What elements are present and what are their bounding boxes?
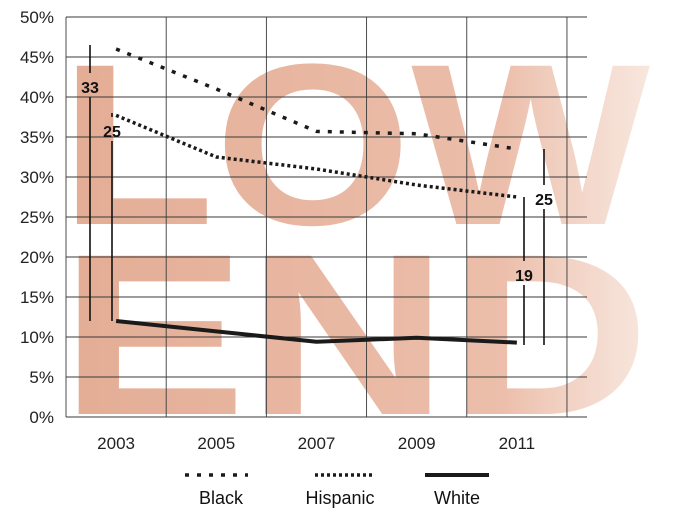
y-tick-label: 20% <box>20 248 54 267</box>
x-tick-label: 2009 <box>398 434 436 453</box>
gap-label: 25 <box>535 192 553 209</box>
y-tick-label: 50% <box>20 8 54 27</box>
gap-label: 25 <box>103 124 121 141</box>
series-lines <box>115 47 518 345</box>
y-tick-label: 40% <box>20 88 54 107</box>
y-axis: 0% 5% 10% 15% 20% 25% 30% 35% 40% 45% 50% <box>20 8 54 427</box>
legend-label-hispanic: Hispanic <box>305 488 374 508</box>
y-tick-label: 10% <box>20 328 54 347</box>
y-tick-label: 5% <box>29 368 54 387</box>
grid <box>65 16 587 418</box>
gap-label: 19 <box>515 268 533 285</box>
y-tick-label: 0% <box>29 408 54 427</box>
x-tick-label: 2003 <box>97 434 135 453</box>
legend-label-black: Black <box>199 488 244 508</box>
y-tick-label: 30% <box>20 168 54 187</box>
x-tick-label: 2007 <box>298 434 336 453</box>
y-tick-label: 35% <box>20 128 54 147</box>
y-tick-label: 25% <box>20 208 54 227</box>
x-tick-label: 2011 <box>499 434 536 453</box>
legend-label-white: White <box>434 488 480 508</box>
series-line-black <box>115 47 518 151</box>
x-tick-label: 2005 <box>197 434 235 453</box>
y-tick-label: 15% <box>20 288 54 307</box>
watermark-word: END <box>60 206 650 463</box>
legend: Black Hispanic White <box>185 473 489 508</box>
x-axis: 2003 2005 2007 2009 2011 <box>97 434 535 453</box>
series-line-hispanic <box>115 113 518 199</box>
gap-annotations: 33 25 19 25 <box>81 45 553 345</box>
watermark-word: LOW <box>60 16 650 273</box>
series-line-white <box>115 319 517 345</box>
y-tick-label: 45% <box>20 48 54 67</box>
gap-label: 33 <box>81 80 99 97</box>
